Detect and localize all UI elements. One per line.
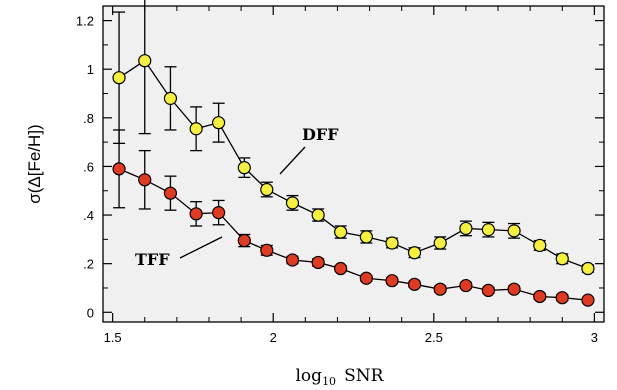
y-tick-label: 0 [87, 305, 94, 320]
data-point [581, 261, 595, 276]
x-axis-title-base: log [296, 366, 323, 386]
data-point [433, 282, 447, 296]
annotation-dff-pointer [279, 146, 306, 175]
data-point [507, 224, 521, 238]
data-point [385, 274, 399, 288]
data-point [459, 278, 473, 293]
series-layer [112, 0, 595, 307]
y-tick-label: 1 [87, 62, 94, 77]
data-point [189, 207, 203, 221]
annotation-layer: DFF TFF [135, 125, 339, 269]
annotation-tff-pointer [179, 236, 223, 259]
data-point [285, 196, 300, 210]
data-point [507, 282, 521, 296]
data-point [481, 223, 495, 237]
data-point [237, 161, 251, 175]
data-point [555, 291, 569, 305]
data-point [163, 186, 178, 200]
series-dff [112, 0, 595, 276]
y-tick-label: .4 [83, 208, 94, 223]
data-point [212, 116, 226, 130]
data-point [581, 293, 595, 307]
x-axis-title-rest: SNR [344, 366, 385, 386]
data-point [138, 173, 152, 187]
data-point [212, 206, 226, 220]
tick-labels: 1.5 2 2.5 3 0 .2 .4 .6 .8 1 1.2 [76, 14, 598, 345]
data-point [311, 255, 325, 270]
x-axis-title-subscript: 10 [322, 375, 336, 388]
data-point [237, 233, 251, 248]
data-point [189, 122, 203, 136]
data-point [533, 289, 547, 304]
data-point [138, 54, 152, 68]
x-tick-label: 3 [591, 330, 598, 345]
data-point [533, 238, 547, 253]
data-point [311, 208, 325, 222]
data-point [112, 162, 126, 176]
data-point [112, 71, 126, 85]
plot-area [102, 5, 605, 323]
data-point [260, 243, 274, 257]
x-axis-title: log10 SNR [296, 366, 385, 388]
data-point [481, 283, 495, 297]
data-point [459, 221, 473, 236]
data-point [555, 252, 569, 266]
series-tff [112, 129, 595, 307]
data-point [260, 182, 274, 197]
x-tick-label: 2.5 [425, 330, 443, 345]
y-tick-label: 1.2 [76, 14, 94, 29]
y-tick-label: .8 [83, 111, 94, 126]
data-point [359, 230, 373, 244]
data-point [407, 246, 422, 260]
x-tick-label: 2 [270, 330, 277, 345]
data-point [334, 261, 348, 276]
y-tick-label: .6 [83, 159, 94, 174]
annotation-dff: DFF [302, 125, 339, 144]
y-axis-title: σ(Δ[Fe/H]) [25, 124, 44, 203]
data-point [334, 225, 348, 239]
data-point [385, 236, 399, 250]
data-point [407, 277, 422, 291]
data-point [163, 91, 178, 105]
annotation-tff: TFF [135, 250, 170, 269]
x-tick-label: 1.5 [104, 330, 122, 345]
y-tick-label: .2 [83, 257, 94, 272]
data-point [359, 271, 373, 285]
axis-ticks [103, 6, 604, 322]
data-point [285, 253, 300, 267]
data-point [433, 236, 447, 250]
